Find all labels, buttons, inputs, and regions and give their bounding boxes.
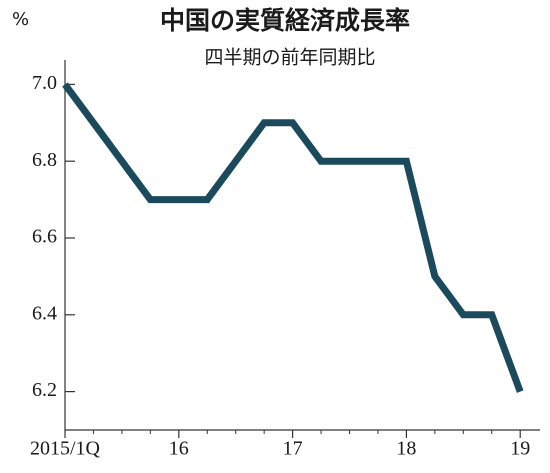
y-tick-label: 6.4 <box>32 302 57 324</box>
chart-title: 中国の実質経済成長率 <box>160 6 410 35</box>
y-tick-label: 7.0 <box>32 72 57 94</box>
x-tick-label: 16 <box>169 438 189 460</box>
x-tick-label: 17 <box>283 438 303 460</box>
x-tick-label: 18 <box>396 438 416 460</box>
data-line <box>62 82 524 393</box>
y-tick-label: 6.6 <box>32 226 57 248</box>
x-tick-label: 2015/1Q <box>30 438 101 460</box>
y-tick-label: 6.8 <box>32 149 57 171</box>
y-tick-label: 6.2 <box>32 379 57 401</box>
y-unit: % <box>12 9 29 30</box>
x-tick-label: 19 <box>510 438 530 460</box>
chart-subtitle: 四半期の前年同期比 <box>204 47 375 69</box>
